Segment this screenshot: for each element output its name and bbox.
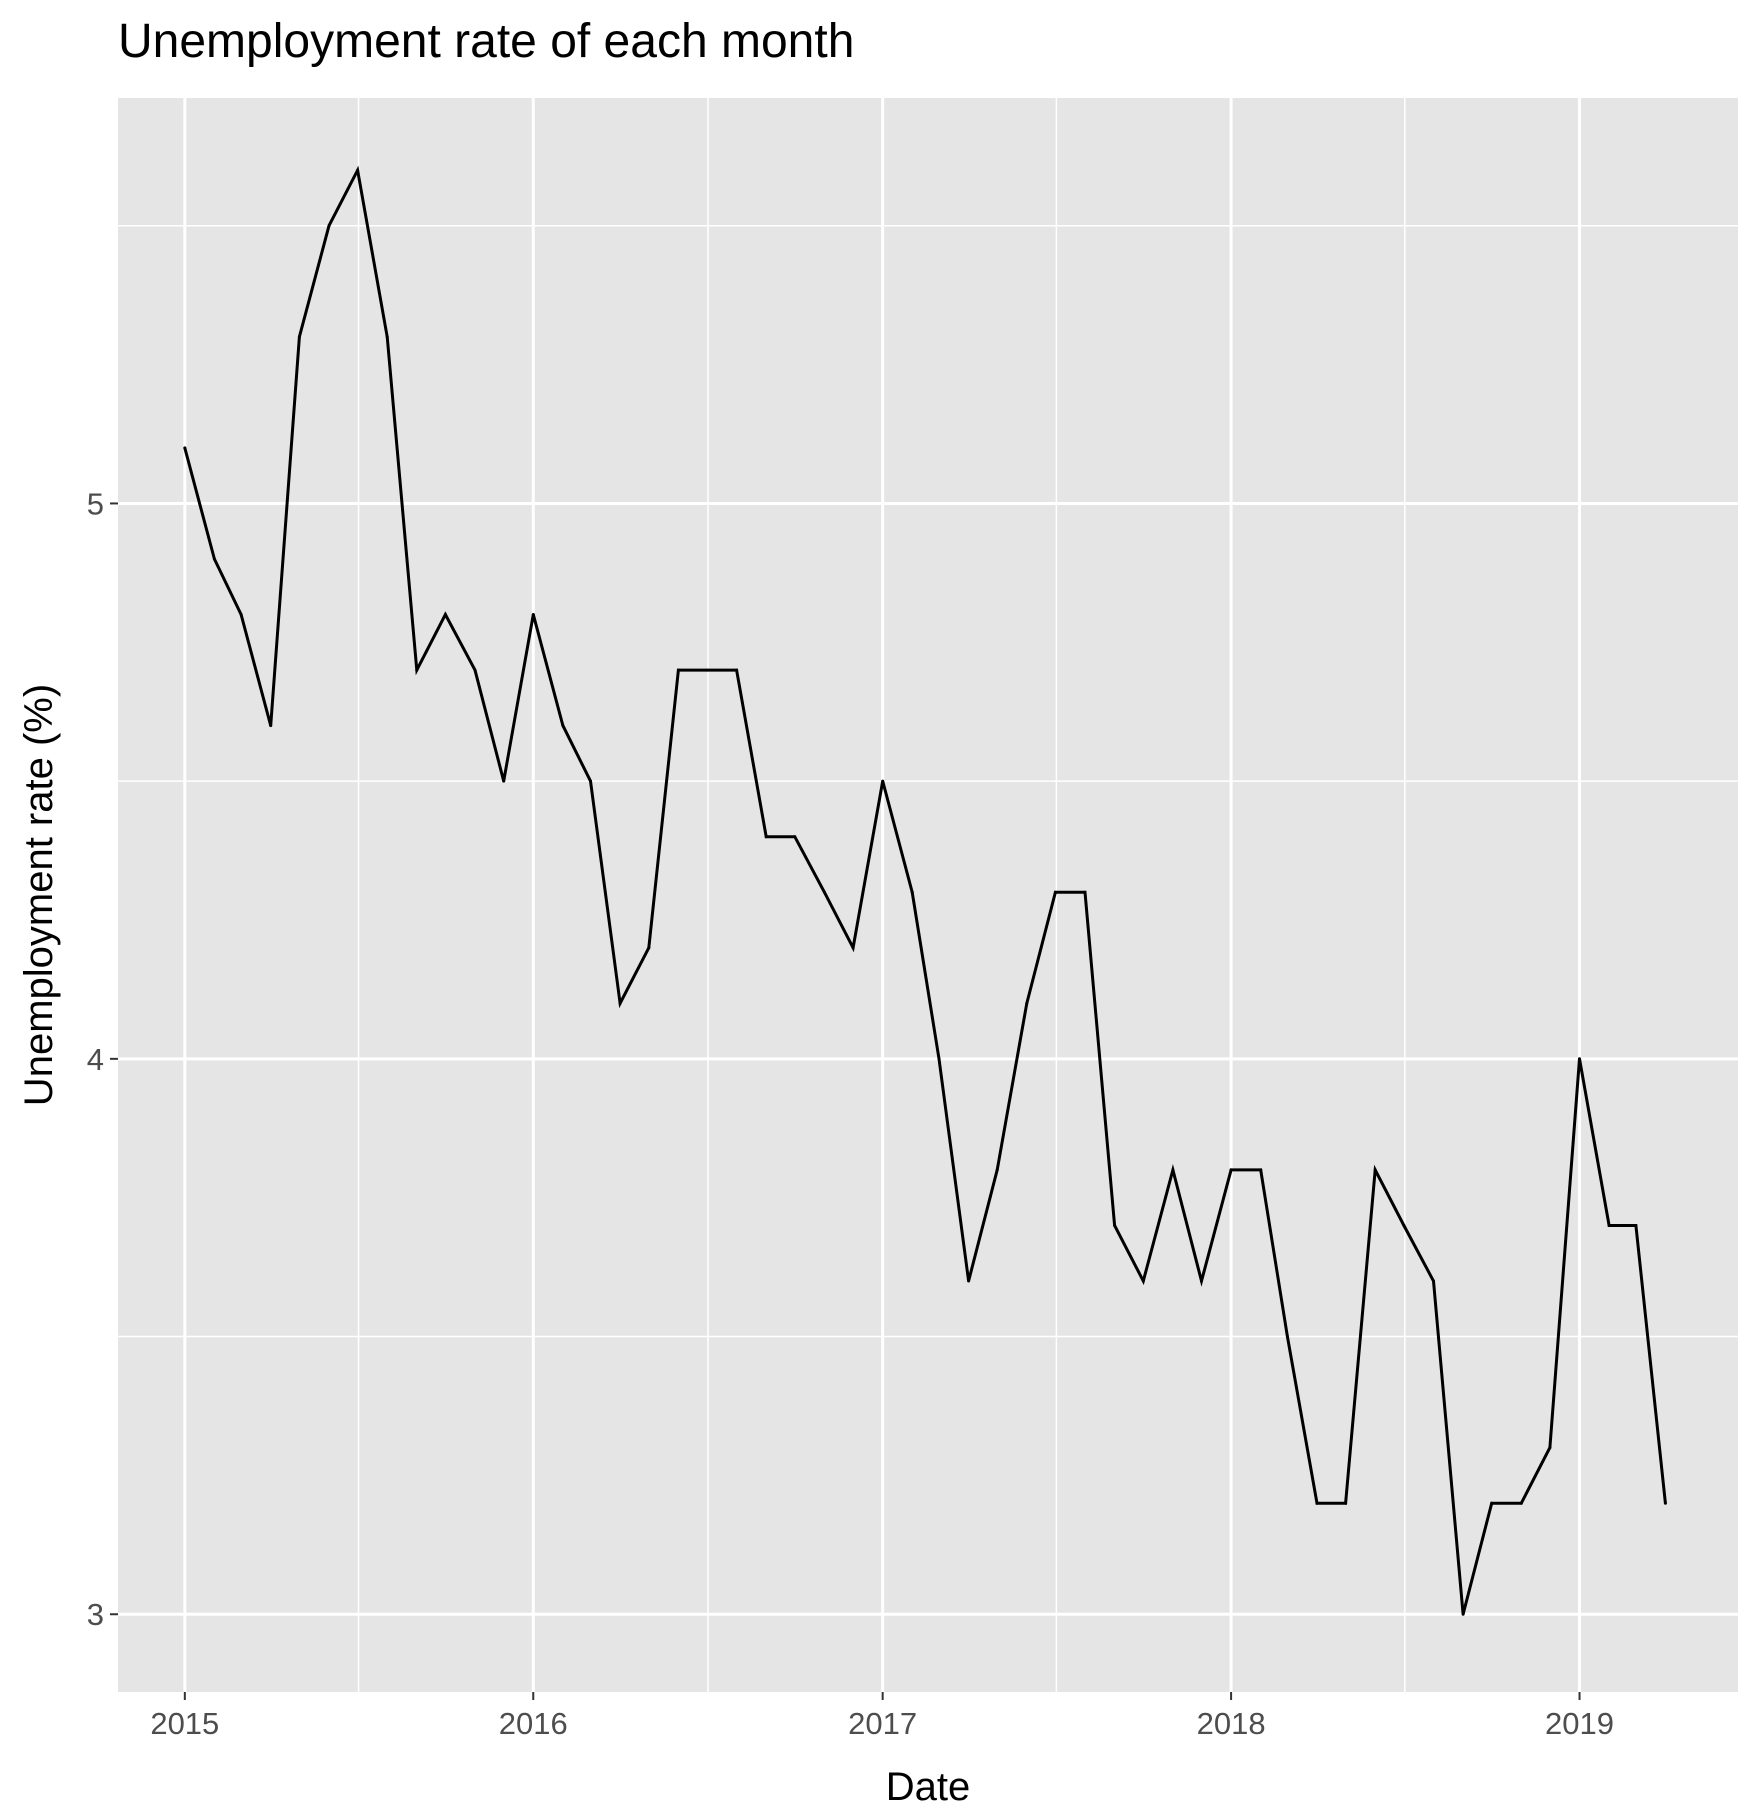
- data-point: [1229, 1168, 1233, 1172]
- data-point: [1315, 1501, 1319, 1505]
- x-tick-label: 2018: [1197, 1706, 1266, 1741]
- y-axis: 3 4 5: [87, 486, 118, 1632]
- data-point: [443, 613, 447, 616]
- y-tick-label: 5: [87, 486, 104, 521]
- data-point: [297, 335, 301, 339]
- plot-panel: [118, 98, 1738, 1692]
- data-point: [618, 1001, 622, 1005]
- x-axis: 2015 2016 2017 2018 2019: [150, 1692, 1614, 1741]
- data-point: [1663, 1501, 1667, 1505]
- data-point: [1578, 1057, 1581, 1061]
- x-tick-label: 2017: [848, 1706, 917, 1741]
- data-point: [502, 779, 506, 783]
- data-point: [1490, 1501, 1494, 1505]
- data-point: [1171, 1168, 1175, 1172]
- data-point: [415, 668, 419, 672]
- data-point: [881, 779, 885, 783]
- data-point: [1607, 1224, 1611, 1227]
- data-point: [995, 1168, 999, 1172]
- data-point: [910, 890, 914, 894]
- series-line: [183, 165, 1667, 1615]
- data-point: [676, 668, 680, 672]
- data-point: [356, 168, 360, 172]
- data-point: [1344, 1501, 1348, 1505]
- x-tick-label: 2015: [150, 1706, 219, 1741]
- data-point: [822, 890, 826, 894]
- data-point: [705, 668, 709, 672]
- data-point: [239, 613, 243, 616]
- data-point: [531, 613, 535, 616]
- data-point: [1200, 1279, 1203, 1283]
- data-point: [561, 724, 565, 728]
- data-point: [1432, 1279, 1435, 1283]
- x-tick-label: 2019: [1545, 1706, 1614, 1741]
- data-point: [183, 446, 187, 450]
- data-point: [589, 779, 592, 783]
- x-tick-label: 2016: [499, 1706, 568, 1741]
- data-point: [1285, 1335, 1289, 1338]
- data-point: [1259, 1168, 1263, 1172]
- data-point: [473, 668, 477, 672]
- data-point: [764, 835, 768, 839]
- data-point: [937, 1057, 941, 1061]
- x-axis-label: Date: [886, 1765, 971, 1809]
- data-point: [735, 668, 739, 672]
- data-point: [851, 946, 855, 950]
- data-point: [1461, 1612, 1465, 1616]
- data-point: [269, 724, 273, 728]
- y-tick-label: 4: [87, 1042, 104, 1077]
- data-point: [385, 335, 389, 339]
- major-gridlines: [118, 98, 1738, 1692]
- data-point: [327, 224, 331, 228]
- data-point: [1113, 1224, 1117, 1227]
- data-point: [212, 557, 216, 561]
- y-axis-label: Unemployment rate (%): [17, 684, 61, 1106]
- data-point: [1373, 1168, 1377, 1172]
- data-point: [1548, 1446, 1552, 1450]
- data-point: [793, 835, 797, 839]
- data-point: [1141, 1279, 1145, 1283]
- data-point: [967, 1279, 971, 1283]
- minor-gridlines: [118, 98, 1738, 1692]
- data-point: [1634, 1224, 1638, 1227]
- chart-title: Unemployment rate of each month: [118, 15, 855, 68]
- data-point: [1402, 1224, 1406, 1227]
- series-layer: [183, 165, 1667, 1616]
- data-point: [1519, 1501, 1523, 1505]
- data-point: [1025, 1001, 1029, 1005]
- data-point: [1083, 890, 1087, 894]
- data-point: [1053, 890, 1057, 894]
- y-tick-label: 3: [87, 1597, 104, 1632]
- data-point: [647, 946, 651, 950]
